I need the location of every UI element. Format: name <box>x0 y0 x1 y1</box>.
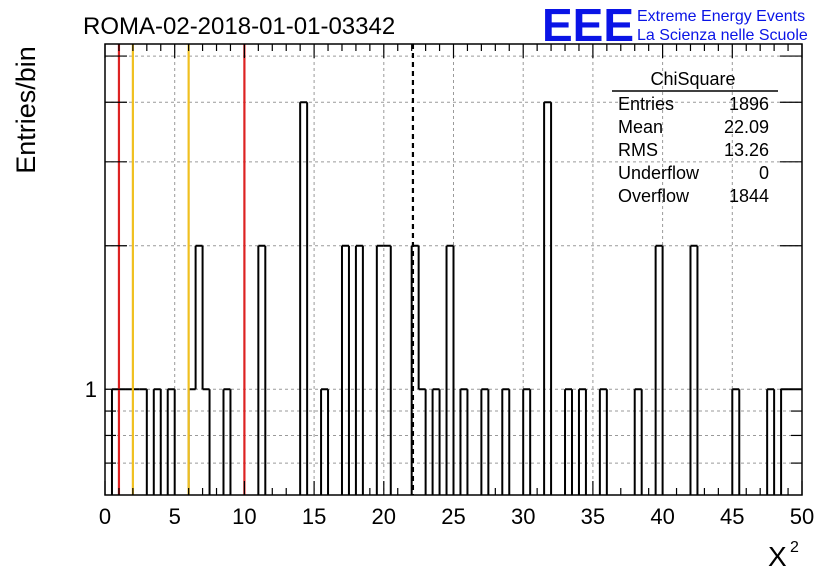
chart-title: ROMA-02-2018-01-01-03342 <box>83 13 395 40</box>
x-axis-label: X 2 <box>768 539 799 572</box>
x-tick-label: 30 <box>511 504 535 529</box>
logo-line-2: La Scienza nelle Scuole <box>637 27 808 44</box>
stats-value-underflow: 0 <box>759 163 769 183</box>
x-tick-label: 40 <box>650 504 674 529</box>
stats-label-underflow: Underflow <box>618 163 700 183</box>
logo-mark: EEE <box>542 0 634 51</box>
y-axis-label: Entries/bin <box>11 46 41 174</box>
vertical-markers <box>117 44 415 495</box>
stats-label-mean: Mean <box>618 117 663 137</box>
x-tick-label: 5 <box>169 504 181 529</box>
eee-logo: EEE Extreme Energy Events La Scienza nel… <box>542 0 808 51</box>
x-tick-label: 50 <box>790 504 814 529</box>
stats-value-rms: 13.26 <box>724 140 769 160</box>
stats-label-rms: RMS <box>618 140 658 160</box>
stats-value-overflow: 1844 <box>729 186 769 206</box>
x-tick-label: 25 <box>441 504 465 529</box>
x-tick-label: 35 <box>581 504 605 529</box>
stats-value-entries: 1896 <box>729 94 769 114</box>
x-tick-label: 15 <box>302 504 326 529</box>
x-tick-label: 20 <box>372 504 396 529</box>
axes: 0 5 10 15 20 25 30 35 40 45 50 1 <box>85 43 814 529</box>
x-tick-label: 45 <box>720 504 744 529</box>
stats-value-mean: 22.09 <box>724 117 769 137</box>
stats-label-overflow: Overflow <box>618 186 690 206</box>
stats-label-entries: Entries <box>618 94 674 114</box>
histogram-bars <box>110 101 802 495</box>
stats-title: ChiSquare <box>650 69 735 89</box>
x-axis-label-superscript: 2 <box>790 539 799 556</box>
x-tick-label: 0 <box>99 504 111 529</box>
stats-box: ChiSquare Entries 1896 Mean 22.09 RMS 13… <box>612 69 778 206</box>
y-tick-label: 1 <box>85 377 97 402</box>
x-tick-label: 10 <box>232 504 256 529</box>
x-axis-label-main: X <box>768 541 787 572</box>
logo-line-1: Extreme Energy Events <box>637 8 805 25</box>
